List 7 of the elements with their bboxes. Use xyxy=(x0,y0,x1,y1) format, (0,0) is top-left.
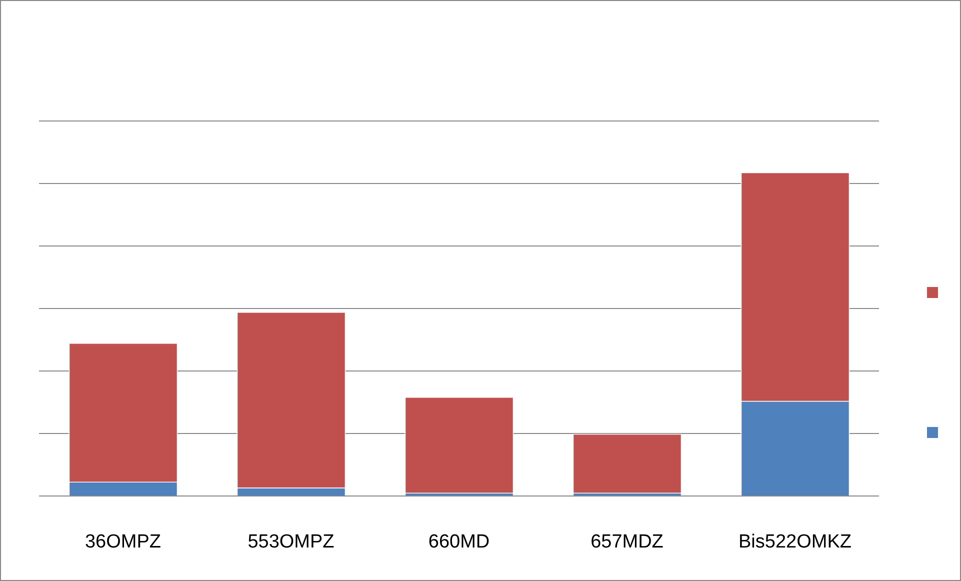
bar xyxy=(572,434,682,494)
x-tick-label: 660MD xyxy=(428,531,490,552)
x-tick-label: 36OMPZ xyxy=(84,531,162,552)
x-tick-label: Bis522OMKZ xyxy=(738,531,852,552)
x-tick-label: 553OMPZ xyxy=(248,531,335,552)
x-tick-label: 657MDZ xyxy=(590,531,664,552)
bar xyxy=(404,397,514,494)
